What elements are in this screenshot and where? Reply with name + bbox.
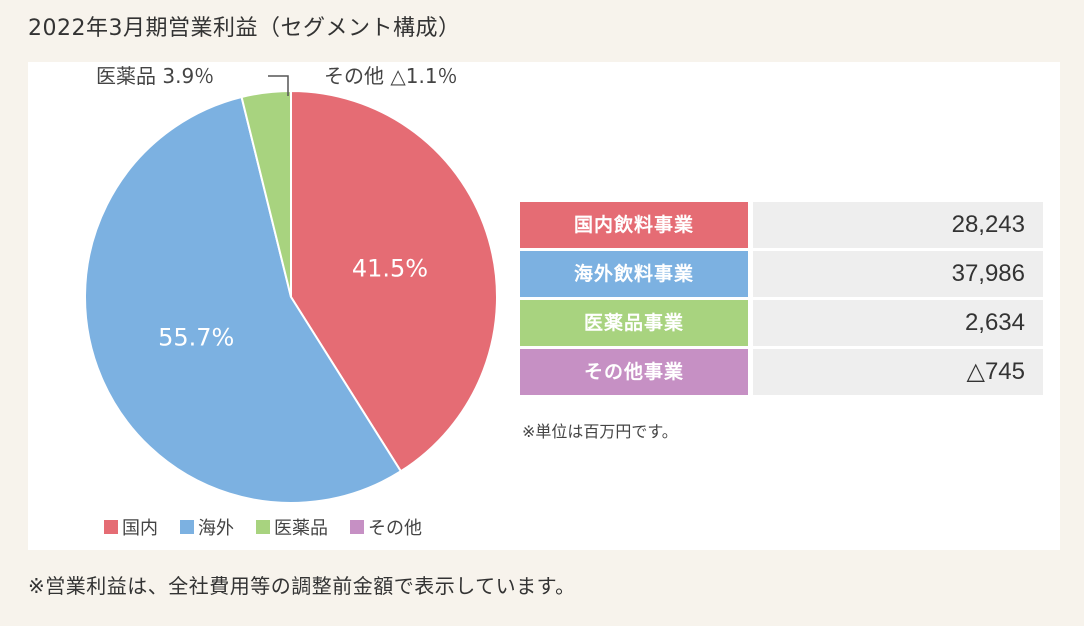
chart-legend: 国内 海外 医薬品 その他 [104, 514, 444, 540]
legend-swatch-overseas [180, 520, 194, 534]
segment-label-other: その他事業 [520, 349, 748, 395]
slice-label-domestic: 41.5% [352, 254, 428, 282]
unit-note: ※単位は百万円です。 [522, 422, 678, 441]
segment-value-pharma: 2,634 [753, 300, 1043, 346]
table-row: 海外飲料事業 37,986 [520, 251, 1043, 297]
legend-swatch-pharma [256, 520, 270, 534]
pie-slice-pharma [240, 89, 292, 298]
segment-table: 国内飲料事業 28,243 海外飲料事業 37,986 医薬品事業 2,634 … [520, 202, 1043, 398]
pharma-leader-line [268, 75, 289, 96]
segment-label-pharma: 医薬品事業 [520, 300, 748, 346]
page-title: 2022年3月期営業利益（セグメント構成） [28, 16, 461, 41]
legend-label-other: その他 [368, 518, 422, 539]
table-row: その他事業 △745 [520, 349, 1043, 395]
legend-item-domestic: 国内 [104, 514, 158, 540]
segment-label-domestic: 国内飲料事業 [520, 202, 748, 248]
table-row: 医薬品事業 2,634 [520, 300, 1043, 346]
chart-panel: 41.5% 55.7% 医薬品 3.9％ その他 △1.1％ 国内飲料事業 28,… [28, 62, 1060, 550]
pie-chart: 41.5% 55.7% 医薬品 3.9％ その他 △1.1％ [84, 64, 498, 504]
segment-value-other: △745 [753, 349, 1043, 395]
footnote: ※営業利益は、全社費用等の調整前金額で表示しています。 [28, 574, 576, 598]
legend-label-pharma: 医薬品 [274, 518, 328, 539]
legend-item-overseas: 海外 [180, 514, 234, 540]
table-row: 国内飲料事業 28,243 [520, 202, 1043, 248]
pie-slice-domestic [290, 89, 498, 473]
legend-label-overseas: 海外 [198, 518, 234, 539]
other-outside-label: その他 △1.1％ [324, 64, 458, 88]
legend-item-pharma: 医薬品 [256, 514, 328, 540]
legend-label-domestic: 国内 [122, 518, 158, 539]
slice-label-overseas: 55.7% [158, 323, 234, 351]
legend-swatch-domestic [104, 520, 118, 534]
segment-value-overseas: 37,986 [753, 251, 1043, 297]
segment-label-overseas: 海外飲料事業 [520, 251, 748, 297]
pharma-outside-label: 医薬品 3.9％ [96, 64, 214, 88]
legend-swatch-other [350, 520, 364, 534]
pie-slice-overseas [84, 95, 403, 504]
legend-item-other: その他 [350, 514, 422, 540]
segment-value-domestic: 28,243 [753, 202, 1043, 248]
